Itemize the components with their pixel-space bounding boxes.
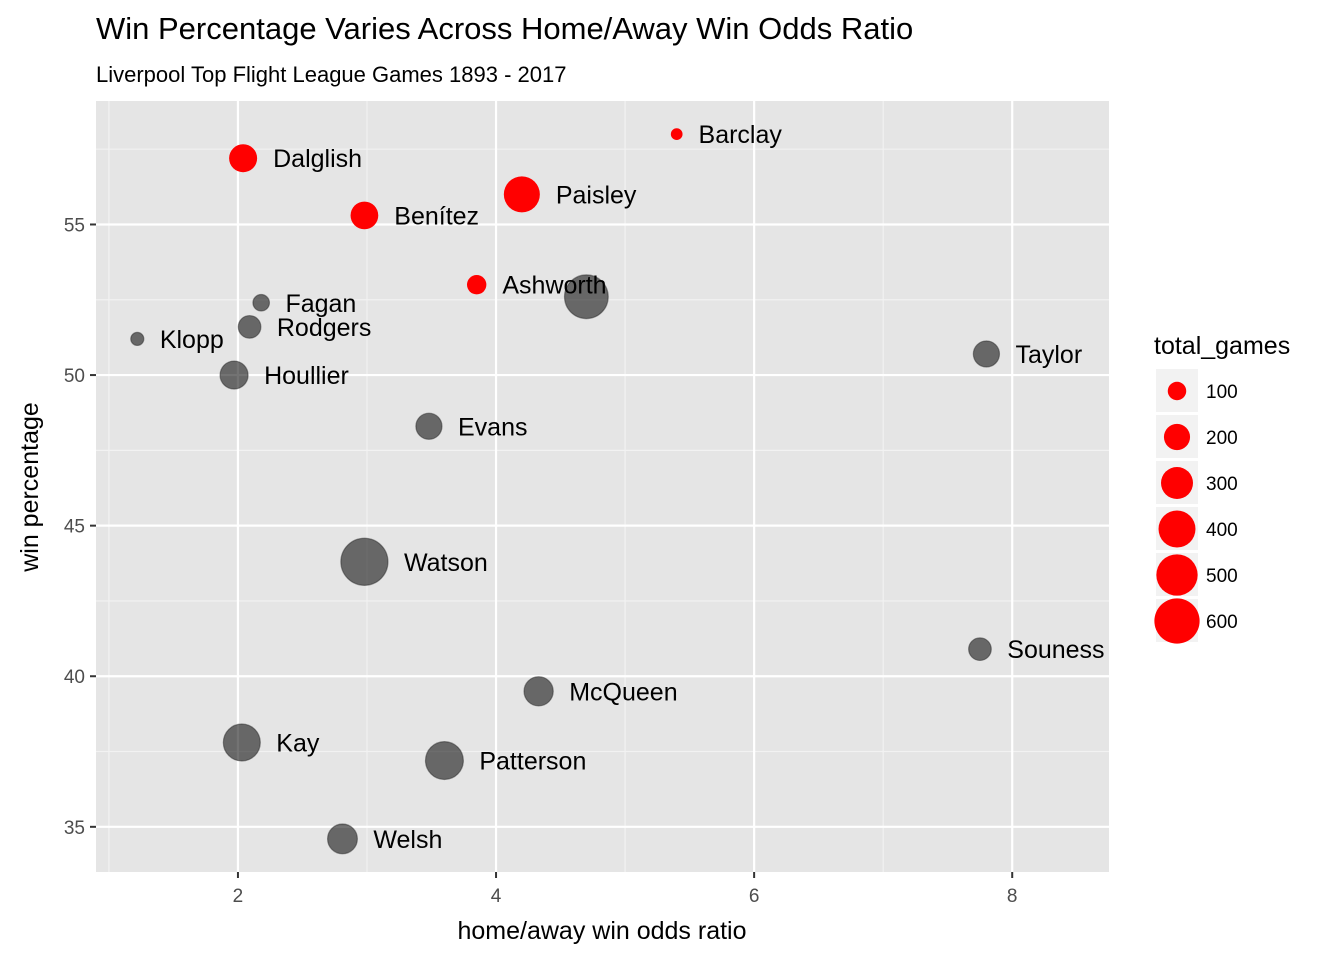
legend-key-circle [1154,598,1200,644]
data-point [237,314,262,339]
point-label: Dalglish [273,145,362,173]
data-points [130,128,1001,855]
data-point [503,176,540,213]
legend-label: 200 [1206,428,1238,449]
legend-label: 100 [1206,382,1238,403]
point-label: Houllier [264,362,349,390]
data-point [219,360,249,390]
legend-key-circle [1163,423,1191,451]
point-label: McQueen [569,678,677,706]
data-point [670,128,683,140]
x-axis-title: home/away win odds ratio [457,917,746,945]
legend-key-circle [1167,381,1187,401]
point-label: Watson [404,549,488,577]
x-tick-label: 8 [1007,886,1018,907]
legend-label: 600 [1206,612,1238,633]
point-label: Benítez [394,202,479,230]
legend-key-circle [1156,554,1198,596]
size-legend: total_games 100 200 300 400 500 600 [1154,332,1290,644]
legend-label: 400 [1206,520,1238,541]
legend-label: 300 [1206,474,1238,495]
x-tick-label: 6 [749,886,760,907]
point-label: Barclay [699,121,783,149]
legend-title: total_games [1154,332,1290,360]
x-tick-label: 4 [491,886,502,907]
data-point [252,293,271,312]
point-label: Klopp [160,326,224,354]
point-label: Souness [1007,636,1104,664]
point-label: Fagan [285,290,356,318]
point-label: Evans [458,413,527,441]
data-point [563,274,609,320]
data-point [229,144,258,173]
data-point [466,275,487,295]
data-point [130,331,145,347]
chart-title: Win Percentage Varies Across Home/Away W… [96,11,913,46]
point-label: Paisley [556,181,637,209]
x-tick-label: 2 [233,886,244,907]
point-label: Kay [276,729,320,757]
data-point [350,201,379,230]
x-axis: 2 4 6 8 [233,872,1018,907]
y-tick-label: 50 [64,366,85,387]
data-point [972,340,1001,368]
data-point [523,676,554,707]
legend-label: 500 [1206,566,1238,587]
y-tick-label: 45 [64,517,85,538]
data-point [424,741,464,781]
y-tick-label: 35 [64,818,85,839]
y-tick-label: 55 [64,215,85,236]
y-axis-title: win percentage [16,402,44,573]
data-point [222,723,261,762]
chart-subtitle: Liverpool Top Flight League Games 1893 -… [96,62,566,87]
data-point [326,823,358,855]
data-point [415,412,443,440]
point-label: Patterson [479,748,586,776]
point-label: Taylor [1015,341,1082,369]
point-label: Welsh [373,826,442,854]
plot-panel [96,101,1109,872]
y-axis: 35 40 45 50 55 [64,215,96,839]
legend-key-circle [1161,467,1193,499]
point-label: Ashworth [502,272,606,300]
y-tick-label: 40 [64,667,85,688]
point-label: Rodgers [277,314,372,342]
point-labels: Barclay Dalglish Paisley Benítez Ashworth Fag… [160,121,1105,854]
legend-key-circle [1158,510,1196,548]
data-point [340,537,389,586]
data-point [968,637,992,662]
